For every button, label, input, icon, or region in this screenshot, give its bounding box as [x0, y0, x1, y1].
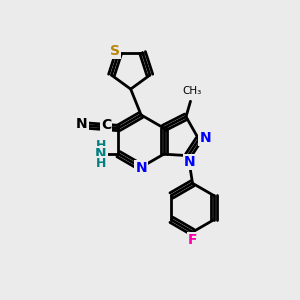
Text: N: N: [184, 155, 195, 169]
Text: N: N: [95, 147, 106, 161]
Text: C: C: [101, 118, 111, 132]
Text: F: F: [188, 233, 197, 248]
Text: H: H: [95, 139, 106, 152]
Text: N: N: [200, 131, 211, 145]
Text: H: H: [95, 157, 106, 169]
Text: N: N: [76, 117, 88, 131]
Text: CH₃: CH₃: [182, 86, 202, 96]
Text: N: N: [135, 161, 147, 175]
Text: S: S: [110, 44, 120, 58]
